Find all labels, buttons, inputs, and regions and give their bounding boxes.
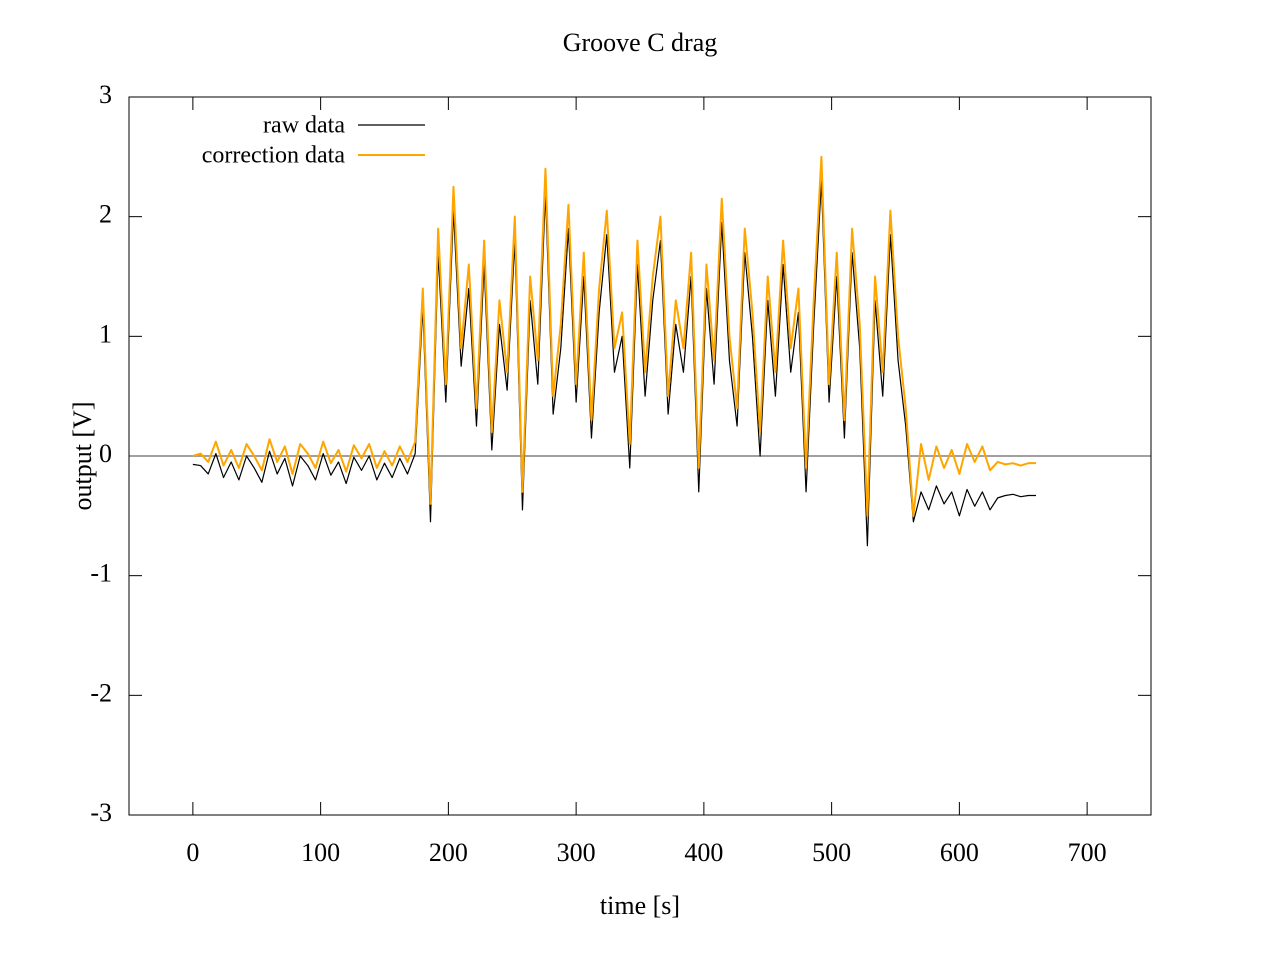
x-tick-label: 700 <box>1068 838 1107 867</box>
y-tick-label: 3 <box>99 80 112 109</box>
y-axis-label: output [V] <box>68 401 97 510</box>
y-tick-label: -2 <box>90 678 112 707</box>
y-tick-label: -3 <box>90 798 112 827</box>
plot-frame <box>128 96 1152 816</box>
x-tick-label: 0 <box>186 838 199 867</box>
y-tick-label: 1 <box>99 319 112 348</box>
y-tick-label: -1 <box>90 559 112 588</box>
x-tick-label: 100 <box>301 838 340 867</box>
x-tick-label: 500 <box>812 838 851 867</box>
y-tick-label: 0 <box>99 439 112 468</box>
x-tick-label: 600 <box>940 838 979 867</box>
chart-title: Groove C drag <box>563 28 718 57</box>
y-tick-label: 2 <box>99 200 112 229</box>
legend-label: correction data <box>202 143 346 169</box>
data-line <box>192 180 1037 547</box>
x-axis-label: time [s] <box>600 891 680 920</box>
data-line <box>192 155 1037 517</box>
x-tick-label: 200 <box>429 838 468 867</box>
legend-label: raw data <box>263 113 345 139</box>
x-tick-label: 300 <box>557 838 596 867</box>
x-tick-label: 400 <box>684 838 723 867</box>
